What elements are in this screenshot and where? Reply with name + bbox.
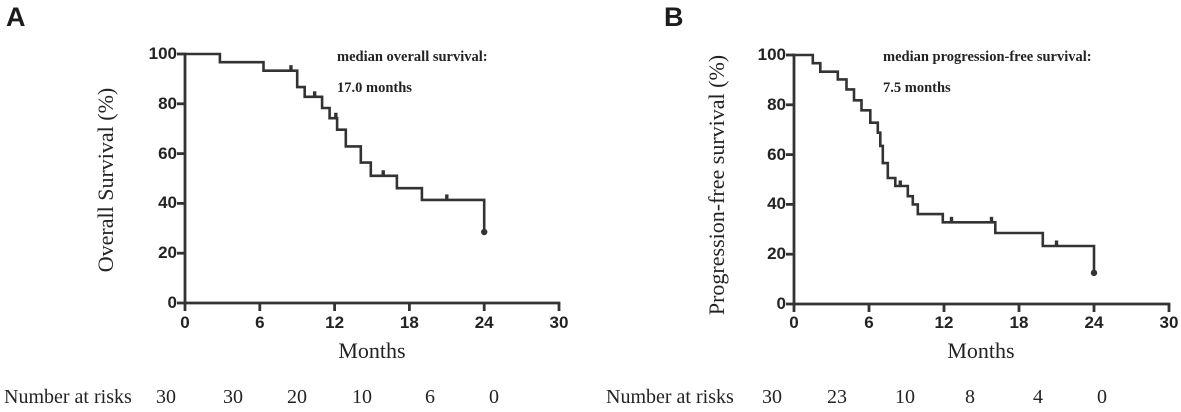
panel-a-risk-value: 10 bbox=[352, 386, 372, 408]
panel-b-risk-value: 0 bbox=[1097, 386, 1107, 408]
panel-b-y-tick-label: 40 bbox=[767, 194, 786, 214]
panel-a-y-tick-label: 80 bbox=[158, 93, 177, 113]
panel-a-y-tick-label: 60 bbox=[158, 143, 177, 163]
panel-a-y-tick-label: 20 bbox=[158, 243, 177, 263]
panel-a-x-tick-label: 12 bbox=[325, 313, 345, 332]
panel-b-annotation-line1: median progression-free survival: bbox=[883, 49, 1092, 65]
panel-b-risk-value: 23 bbox=[827, 386, 847, 408]
panel-b-censor-tick bbox=[1054, 240, 1059, 247]
panel-b-annotation: median progression-free survival: 7.5 mo… bbox=[883, 42, 1092, 104]
panel-b-letter: B bbox=[664, 2, 684, 32]
panel-b-x-tick-label: 6 bbox=[864, 313, 874, 332]
panel-b-x-tick-label: 18 bbox=[1009, 313, 1029, 332]
panel-a-censor-tick bbox=[334, 112, 338, 120]
panel-a-censor-tick bbox=[381, 170, 385, 177]
km-curve-b bbox=[794, 53, 1096, 273]
panel-a-x-axis-title: Months bbox=[338, 338, 406, 363]
panel-b-y-tick-label: 80 bbox=[767, 94, 786, 114]
panel-a-y-axis-title: Overall Survival (%) bbox=[93, 87, 118, 273]
panel-b-risk-value: 30 bbox=[762, 386, 782, 408]
panel-a-risk-value: 30 bbox=[223, 386, 243, 408]
panel-a-x-tick-label: 0 bbox=[180, 313, 190, 332]
panel-a-y-tick-label: 100 bbox=[148, 44, 177, 63]
panel-b-y-tick-label: 60 bbox=[767, 144, 786, 164]
panel-b-censor-tick bbox=[989, 216, 994, 224]
panel-a-censor-tick bbox=[289, 65, 293, 72]
panel-a-x-tick-label: 18 bbox=[399, 313, 419, 332]
panel-a-x-tick-label: 24 bbox=[474, 313, 494, 332]
panel-a-annotation: median overall survival: 17.0 months bbox=[337, 42, 488, 104]
panel-a-y-tick-label: 40 bbox=[158, 193, 177, 213]
panel-b-risk-value: 10 bbox=[895, 386, 915, 408]
panel-b-risk-value: 8 bbox=[965, 386, 975, 408]
panel-b-x-tick-label: 24 bbox=[1084, 313, 1104, 332]
panel-b-y-tick-label: 0 bbox=[776, 294, 786, 313]
panel-a-x-tick-label: 30 bbox=[549, 313, 569, 332]
panel-b-censor-tick bbox=[949, 216, 954, 224]
panel-b-x-axis-title: Months bbox=[947, 338, 1015, 363]
panel-a-x-tick-label: 6 bbox=[255, 313, 265, 332]
panel-b-censor-tick bbox=[898, 180, 902, 187]
panel-a-censor-tick bbox=[312, 91, 317, 98]
panel-b-x-tick-label: 12 bbox=[934, 313, 954, 332]
panel-b-number-at-risk-label: Number at risks bbox=[606, 386, 734, 408]
panel-a-risk-value: 20 bbox=[287, 386, 307, 408]
panel-a-letter: A bbox=[6, 2, 26, 32]
panel-b-risk-value: 4 bbox=[1033, 386, 1043, 408]
panel-a-risk-value: 0 bbox=[489, 386, 499, 408]
panel-b-y-tick-label: 20 bbox=[767, 244, 786, 264]
panel-a-risk-value: 6 bbox=[425, 386, 435, 408]
panel-a-y-tick-label: 0 bbox=[167, 293, 177, 312]
panel-b-terminal-dot bbox=[1090, 269, 1098, 277]
panel-a-terminal-dot bbox=[481, 228, 488, 236]
panel-b-x-tick-label: 30 bbox=[1159, 313, 1179, 332]
panel-b-x-tick-label: 0 bbox=[789, 313, 799, 332]
panel-a-censor-tick bbox=[445, 194, 449, 201]
panel-a-annotation-line1: median overall survival: bbox=[337, 49, 488, 65]
panel-a-number-at-risk-label: Number at risks bbox=[4, 386, 132, 408]
panel-b-y-tick-label: 100 bbox=[757, 45, 786, 64]
panel-a-annotation-line2: 17.0 months bbox=[337, 80, 412, 96]
panel-b-annotation-line2: 7.5 months bbox=[883, 80, 951, 96]
panel-a-risk-value: 30 bbox=[156, 386, 176, 408]
